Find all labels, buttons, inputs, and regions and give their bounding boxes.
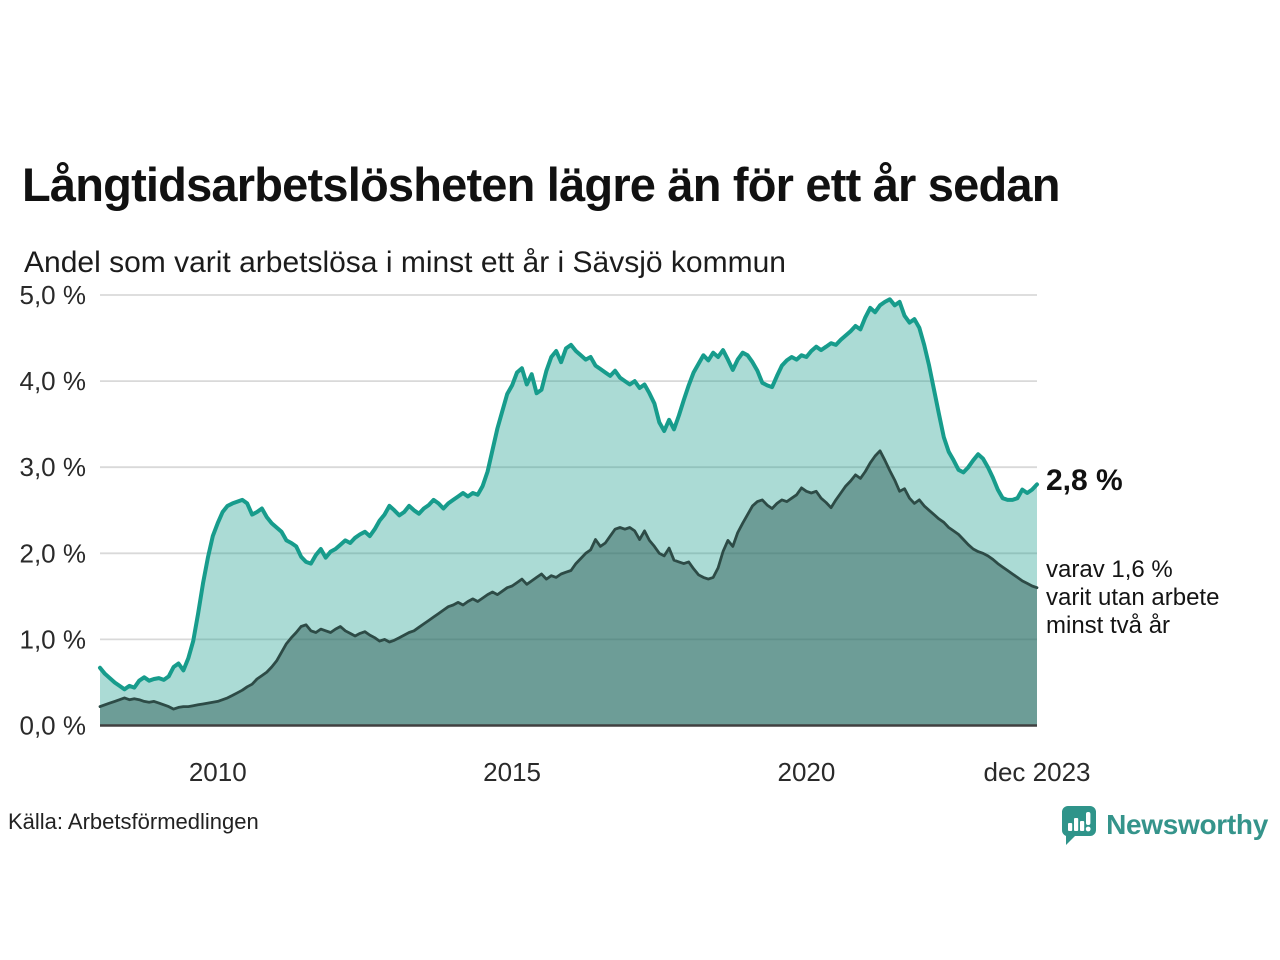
newsworthy-wordmark: Newsworthy [1106,809,1268,840]
x-tick-label: 2020 [778,757,836,787]
y-tick-label: 1,0 % [20,624,87,654]
two-years-area [100,450,1037,726]
y-tick-label: 5,0 % [20,280,87,310]
x-tick-label: 2010 [189,757,247,787]
two-year-note-line: minst två år [1046,612,1171,639]
two-year-note: varav 1,6 % varit utan arbete minst två … [1046,556,1219,640]
y-tick-label: 2,0 % [20,538,87,568]
y-tick-label: 3,0 % [20,452,87,482]
chart-subtitle: Andel som varit arbetslösa i minst ett å… [24,246,786,279]
newsworthy-icon [1062,806,1097,845]
y-tick-label: 0,0 % [20,711,87,741]
two-years-line [98,449,1039,711]
source-note: Källa: Arbetsförmedlingen [8,809,259,834]
latest-value-label: 2,8 % [1046,464,1123,497]
two-year-note-line: varit utan arbete [1046,584,1220,611]
x-tick-label: dec 2023 [984,757,1091,787]
total-one-year-line [98,297,1039,692]
two-year-note-line: varav 1,6 % [1046,556,1173,583]
chart-title: Långtidsarbetslösheten lägre än för ett … [22,158,1060,212]
newsworthy-logo: Newsworthy [1060,803,1268,847]
y-tick-label: 4,0 % [20,366,87,396]
x-tick-label: 2015 [483,757,541,787]
